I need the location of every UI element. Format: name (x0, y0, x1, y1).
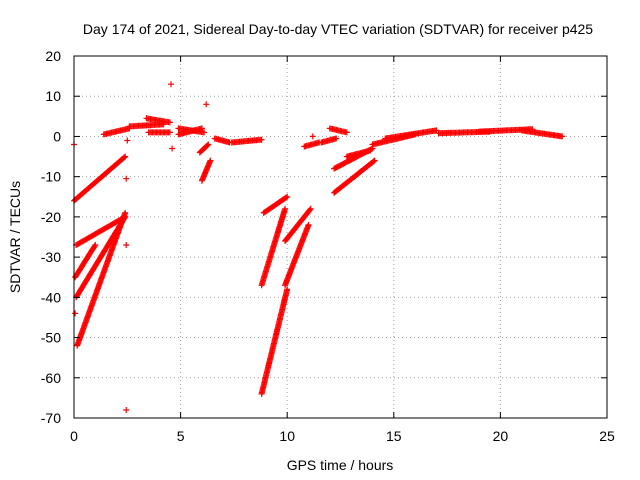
data-segment (198, 157, 214, 184)
data-point-marker (309, 133, 316, 140)
axis-ticks: 0 5 10 15 20 25 20 10 0 -10 -20 -30 -40 -50 -60 -70 (41, 48, 615, 444)
data-point-marker (122, 209, 129, 216)
data-point-marker (205, 141, 212, 148)
data-point-marker (282, 205, 289, 212)
data-segment (72, 242, 99, 281)
data-segment (382, 127, 440, 142)
data-segment (318, 135, 340, 146)
data-point-marker (258, 136, 265, 143)
data-point-marker (207, 157, 214, 164)
data-segment (282, 221, 312, 289)
data-segment (258, 205, 289, 289)
data-segment (476, 126, 536, 135)
y-axis-title: SDTVAR / TECUs (7, 181, 23, 293)
data-segment (258, 286, 291, 397)
data-point-marker (72, 310, 79, 317)
data-point-marker (123, 175, 130, 182)
data-points (71, 81, 566, 413)
data-segment (228, 136, 265, 146)
data-segment (143, 115, 173, 126)
data-point-marker (123, 407, 130, 413)
data-segment (71, 153, 129, 204)
data-segment (175, 125, 205, 138)
x-tick-label: 20 (493, 428, 509, 444)
data-point-marker (91, 243, 98, 250)
data-segment (100, 125, 133, 138)
x-tick-label: 0 (70, 428, 78, 444)
data-segment (282, 205, 314, 244)
data-segment (326, 125, 350, 136)
data-segment (518, 127, 566, 140)
x-tick-label: 5 (177, 428, 185, 444)
data-segment (343, 147, 374, 160)
x-axis-title: GPS time / hours (287, 457, 394, 473)
data-point-marker (166, 129, 173, 136)
data-segment (196, 141, 212, 156)
data-point-marker (367, 147, 374, 154)
y-tick-label: -20 (41, 209, 61, 225)
data-point-marker (168, 81, 174, 88)
data-point-marker (122, 153, 129, 160)
data-segment (331, 157, 378, 196)
data-point-marker (201, 129, 208, 136)
data-point-marker (284, 193, 291, 200)
y-tick-label: -50 (41, 330, 61, 346)
plot-frame (73, 55, 608, 419)
data-point-marker (203, 101, 210, 108)
y-tick-label: -70 (41, 410, 61, 426)
y-tick-label: -30 (41, 249, 61, 265)
data-point-marker (370, 158, 377, 165)
data-point-marker (333, 135, 340, 142)
data-segment (145, 129, 173, 136)
series-sdtvar (71, 81, 566, 413)
data-point-marker (204, 142, 211, 149)
data-point-marker (284, 286, 291, 293)
data-point-marker (306, 206, 313, 213)
x-tick-label: 15 (386, 428, 402, 444)
y-tick-label: -60 (41, 370, 61, 386)
data-point-marker (343, 129, 350, 136)
data-point-marker (371, 157, 378, 164)
data-point-marker (124, 137, 131, 144)
y-tick-label: 10 (45, 88, 61, 104)
y-tick-label: -40 (41, 289, 61, 305)
data-point-marker (283, 194, 290, 201)
data-point-marker (169, 145, 176, 152)
x-tick-label: 10 (279, 428, 295, 444)
outlier-points (71, 81, 316, 413)
x-tick-label: 25 (599, 428, 615, 444)
data-point-marker (121, 154, 128, 161)
chart-title: Day 174 of 2021, Sidereal Day-to-day VTE… (83, 21, 593, 37)
data-segment (260, 193, 291, 216)
data-point-marker (559, 133, 566, 140)
data-point-marker (123, 242, 130, 248)
data-point-marker (305, 221, 312, 228)
y-tick-label: 20 (45, 48, 61, 64)
y-tick-label: 0 (53, 128, 61, 144)
data-point-marker (92, 242, 99, 248)
y-tick-label: -10 (41, 169, 61, 185)
data-point-marker (307, 205, 314, 212)
data-point-marker (166, 119, 173, 126)
data-segment (74, 209, 129, 349)
data-point-marker (198, 125, 205, 132)
